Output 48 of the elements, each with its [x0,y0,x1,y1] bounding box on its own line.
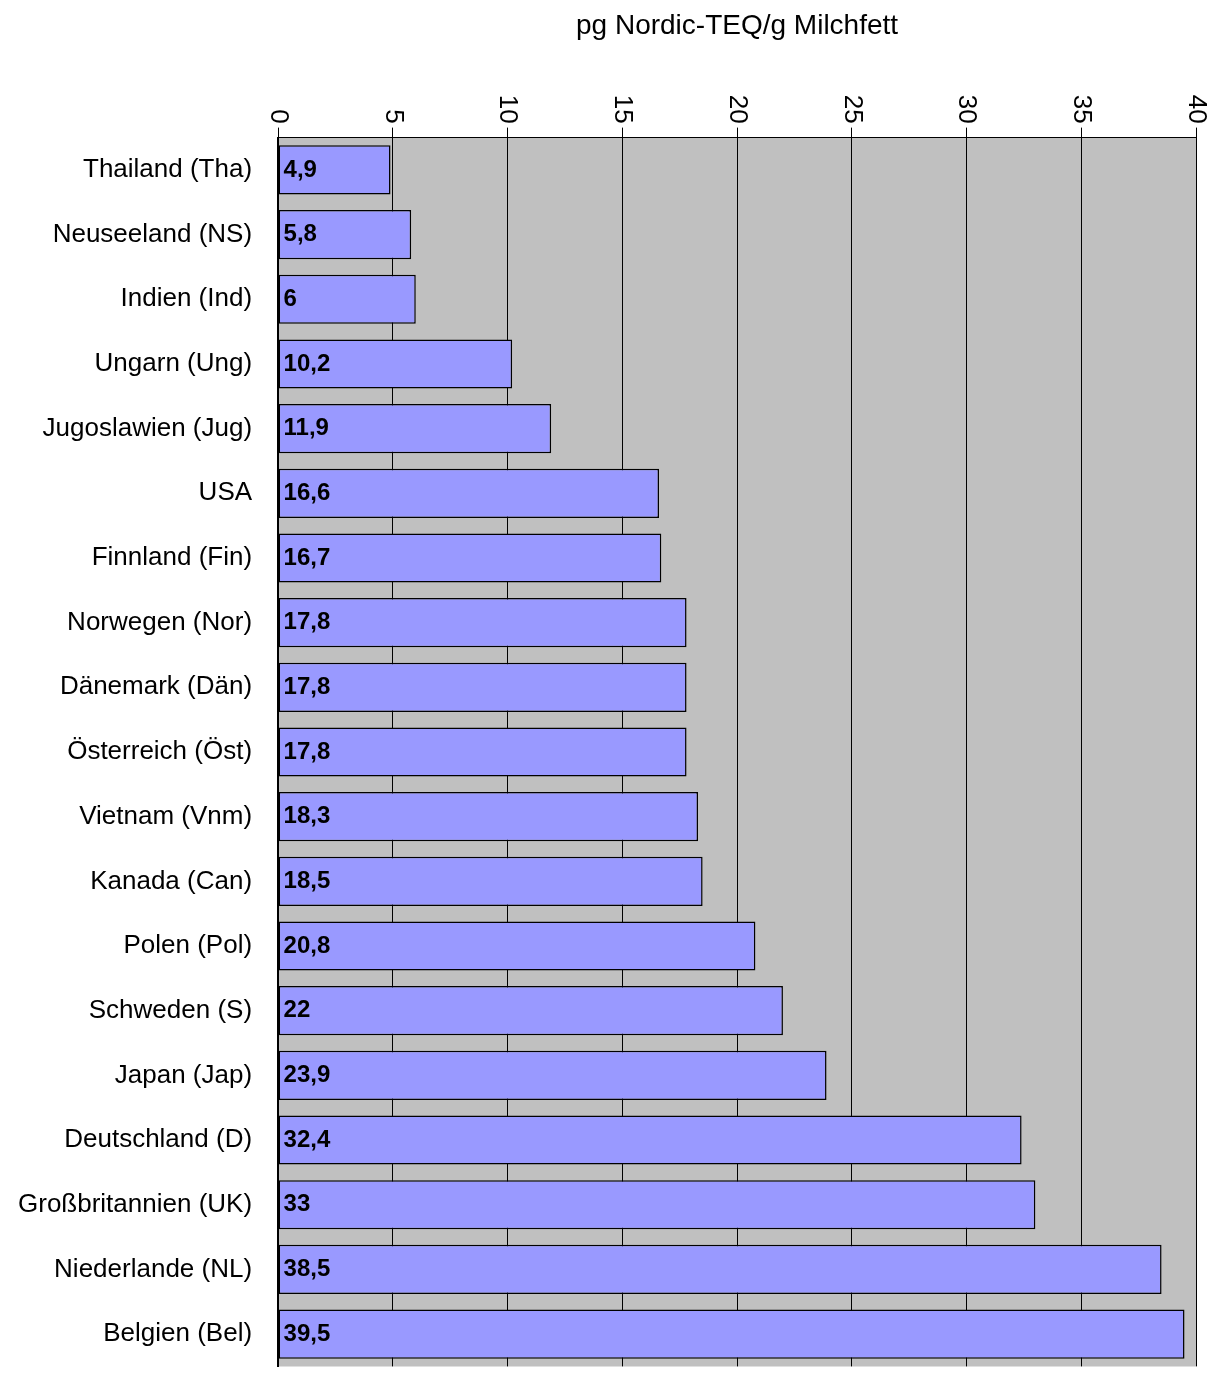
data-label: 17,8 [283,736,331,764]
data-label: 39,5 [283,1318,331,1346]
y-tick-label: Ungarn (Ung) [94,347,253,378]
y-tick-label: Niederlande (NL) [54,1252,253,1283]
data-label: 5,8 [283,219,317,247]
y-tick-label: Deutschland (D) [64,1123,253,1154]
y-tick-label: Norwegen (Nor) [67,605,253,636]
y-tick-label: Kanada (Can) [90,864,253,895]
y-tick-label: Thailand (Tha) [83,153,253,184]
data-label: 32,4 [283,1124,331,1152]
data-label: 17,8 [283,607,331,635]
data-label: 23,9 [283,1059,331,1087]
data-label: 4,9 [283,154,317,182]
data-label: 17,8 [283,671,331,699]
x-tick-label: 40 [1182,94,1210,124]
y-tick-label: Dänemark (Dän) [59,670,253,701]
y-tick-label: USA [198,476,253,507]
y-tick-label: Österreich (Öst) [67,735,253,766]
y-tick-label: Vietnam (Vnm) [79,799,253,830]
data-label: 33 [283,1189,311,1217]
x-tick-label: 10 [494,94,525,124]
data-label: 6 [283,283,297,311]
data-label: 10,2 [283,348,331,376]
y-tick-label: Finnland (Fin) [91,541,253,572]
data-label: 18,5 [283,865,331,893]
y-tick-label: Jugoslawien (Jug) [42,411,253,442]
x-tick-label: 5 [379,109,410,124]
y-tick-label: Schweden (S) [88,993,253,1024]
y-tick-label: Polen (Pol) [123,929,253,960]
x-tick-label: 15 [609,94,640,124]
x-tick-label: 20 [723,94,754,124]
data-label: 20,8 [283,930,331,958]
x-tick-label: 35 [1068,94,1099,124]
data-label: 16,6 [283,477,331,505]
data-label: 16,7 [283,542,331,570]
data-label: 11,9 [283,413,329,441]
data-label: 38,5 [283,1254,331,1282]
x-axis-title: pg Nordic-TEQ/g Milchfett [575,8,899,40]
data-label: 22 [283,995,311,1023]
y-tick-label: Belgien (Bel) [103,1317,253,1348]
x-tick-label: 0 [264,109,295,124]
y-tick-label: Japan (Jap) [114,1058,253,1089]
data-label: 18,3 [283,801,331,829]
y-tick-label: Indien (Ind) [120,282,253,313]
y-tick-label: Großbritannien (UK) [18,1187,253,1218]
x-tick-label: 25 [838,94,869,124]
x-tick-label: 30 [953,94,984,124]
y-tick-label: Neuseeland (NS) [52,217,253,248]
